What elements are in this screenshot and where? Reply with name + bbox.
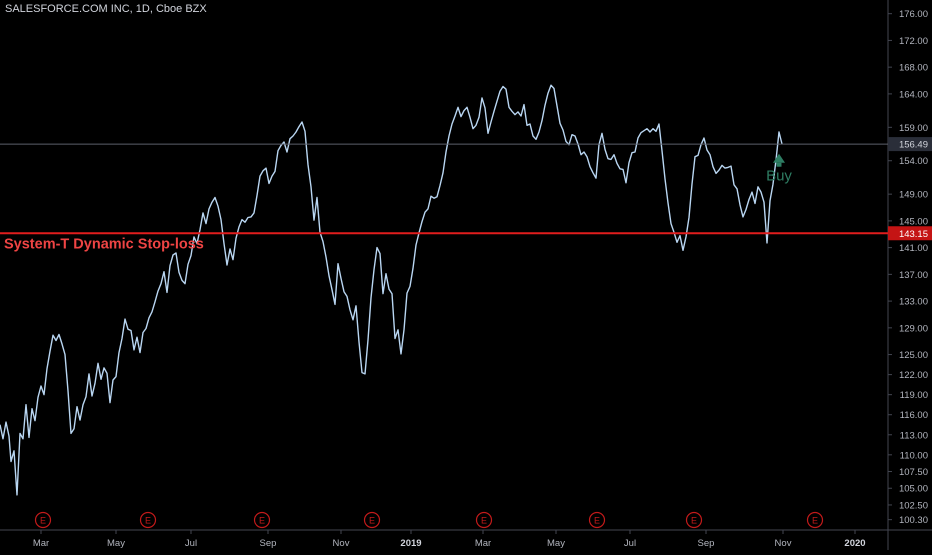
- price-tick-label: 172.00: [899, 36, 928, 47]
- price-tick-label: 116.00: [900, 410, 928, 421]
- earnings-marker-label: E: [259, 516, 265, 526]
- time-tick-label: Jul: [185, 538, 197, 549]
- levels-layer: System-T Dynamic Stop-loss: [0, 143, 888, 252]
- price-tick-label: 110.00: [900, 450, 928, 461]
- price-tick-label: 107.50: [899, 467, 928, 478]
- buy-arrow-icon[interactable]: [773, 153, 785, 163]
- price-tick-label: 176.00: [899, 9, 928, 20]
- time-tick-label: Mar: [475, 538, 491, 549]
- earnings-marker-icon[interactable]: [363, 511, 381, 529]
- price-line[interactable]: [0, 84, 783, 496]
- time-tick-label: May: [547, 538, 565, 549]
- price-tick-label: 164.00: [899, 89, 928, 100]
- price-tick-label: 129.00: [899, 323, 928, 334]
- price-tick-label: 113.00: [900, 430, 928, 441]
- earnings-marker-icon[interactable]: [139, 511, 157, 529]
- earnings-marker-label: E: [145, 516, 151, 526]
- earnings-marker-label: E: [594, 516, 600, 526]
- stop-loss-label: System-T Dynamic Stop-loss: [4, 236, 204, 252]
- time-tick-label: Sep: [260, 538, 277, 549]
- earnings-marker-label: E: [691, 516, 697, 526]
- earnings-marker-icon[interactable]: [588, 511, 606, 529]
- current-price-value: 156.49: [899, 140, 928, 151]
- price-tick-label: 149.00: [899, 190, 928, 201]
- price-tick-label: 159.00: [899, 123, 928, 134]
- price-tick-label: 137.00: [899, 270, 928, 281]
- stop-loss-value: 143.15: [899, 229, 928, 240]
- price-tick-label: 125.00: [899, 350, 928, 361]
- current-price-badge: [888, 137, 932, 152]
- annotation-layer: Buy E E E E E E E E: [34, 153, 824, 529]
- earnings-marker-icon[interactable]: [475, 511, 493, 529]
- buy-label: Buy: [766, 168, 792, 185]
- price-axis: 176.00 172.00 168.00 164.00 159.00 154.00 149.…: [887, 0, 932, 550]
- time-tick-label: Nov: [333, 538, 350, 549]
- price-tick-label: 105.00: [899, 484, 928, 495]
- time-axis: Mar May Jul Sep Nov 2019 Mar May Jul Sep Nov 2020: [0, 529, 932, 549]
- time-tick-label: 2020: [844, 538, 865, 549]
- earnings-marker-icon[interactable]: [685, 511, 703, 529]
- buy-arrow-stem: [776, 162, 782, 167]
- earnings-marker-label: E: [40, 516, 46, 526]
- chart-header: SALESFORCE.COM INC, 1D, Cboe BZX: [5, 3, 207, 15]
- time-tick-label: May: [107, 538, 125, 549]
- price-tick-label: 168.00: [899, 63, 928, 74]
- price-tick-label: 133.00: [899, 297, 928, 308]
- earnings-marker-icon[interactable]: [253, 511, 271, 529]
- stop-loss-badge: [888, 226, 932, 241]
- time-tick-label: Jul: [624, 538, 636, 549]
- earnings-marker-icon[interactable]: [806, 511, 824, 529]
- time-tick-label: Mar: [33, 538, 49, 549]
- price-tick-label: 122.00: [899, 370, 928, 381]
- time-tick-label: Nov: [775, 538, 792, 549]
- price-tick-label: 102.50: [899, 500, 928, 511]
- earnings-marker-icon[interactable]: [34, 511, 52, 529]
- time-tick-label: 2019: [400, 538, 421, 549]
- earnings-marker-label: E: [369, 516, 375, 526]
- series-layer: [0, 84, 783, 496]
- price-tick-label: 141.00: [899, 243, 928, 254]
- time-tick-label: Sep: [698, 538, 715, 549]
- price-tick-label: 145.00: [899, 216, 928, 227]
- price-tick-label: 154.00: [899, 156, 928, 167]
- earnings-marker-label: E: [812, 516, 818, 526]
- price-tick-label: 100.30: [899, 515, 928, 526]
- earnings-marker-label: E: [481, 516, 487, 526]
- price-tick-label: 119.00: [900, 390, 928, 401]
